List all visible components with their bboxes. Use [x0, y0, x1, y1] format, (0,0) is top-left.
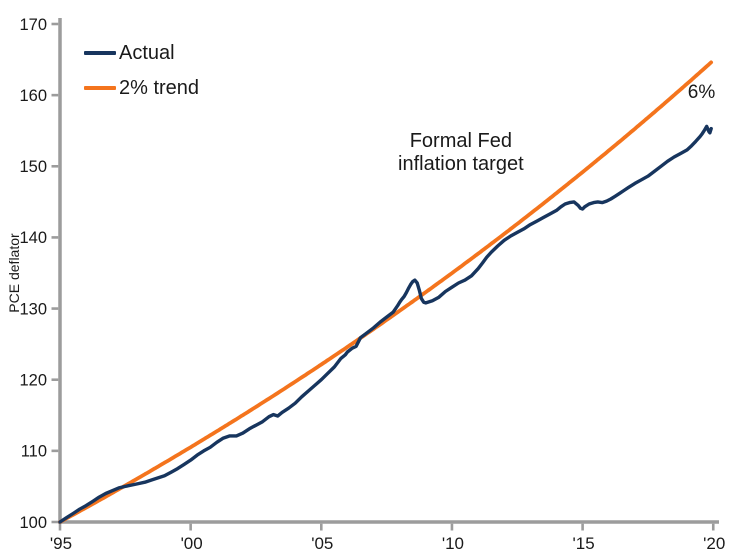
- legend-item-actual: Actual: [84, 42, 199, 64]
- y-tick-label: 100: [19, 514, 47, 532]
- x-tick-label: '15: [573, 534, 595, 553]
- annotation-fed-line1: Formal Fed: [409, 129, 512, 152]
- legend-item-trend: 2% trend: [84, 77, 199, 99]
- y-tick-label: 130: [19, 300, 47, 318]
- x-tick-label: '20: [703, 534, 725, 553]
- y-tick-label: 140: [19, 229, 47, 247]
- x-tick-label: '05: [311, 534, 333, 553]
- y-tick-label: 110: [21, 443, 47, 461]
- legend-label-actual: Actual: [119, 41, 175, 64]
- x-tick-label: '00: [181, 534, 203, 553]
- annotation-gap-6-percent: 6%: [687, 82, 716, 103]
- legend-label-trend: 2% trend: [119, 76, 200, 99]
- actual-line-swatch: [84, 51, 116, 55]
- y-tick-label: 150: [19, 158, 47, 176]
- x-tick-label: '95: [50, 534, 72, 553]
- y-axis-title: PCE deflator: [6, 233, 22, 313]
- annotation-fed-line2: inflation target: [398, 152, 524, 175]
- trend-line: [58, 60, 713, 524]
- legend: Actual 2% trend: [84, 42, 199, 99]
- y-tick-label: 170: [19, 16, 47, 34]
- actual-line: [58, 124, 713, 524]
- x-tick-label: '10: [442, 534, 464, 553]
- y-tick-label: 120: [19, 372, 47, 390]
- trend-line-swatch: [84, 86, 116, 90]
- annotation-fed-inflation-target: Formal Fed inflation target: [398, 130, 524, 176]
- y-tick-label: 160: [19, 87, 47, 105]
